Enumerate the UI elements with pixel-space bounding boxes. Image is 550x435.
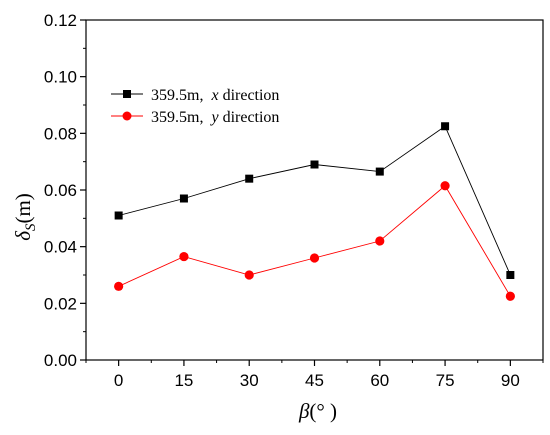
ticks-layer: 0.00 0.02 0.04 0.06 0.08 0.10 0.12 0 15 30 45 60 75 9… <box>44 11 544 390</box>
series-1-point <box>179 194 188 203</box>
x-axis-unit: (° ) <box>309 399 337 423</box>
series-layer <box>114 122 515 301</box>
x-tick-label: 60 <box>370 371 389 390</box>
legend-label-1: 359.5m, x direction <box>151 87 279 104</box>
x-axis-title: β(° ) <box>298 399 337 423</box>
y-tick-label: 0.10 <box>44 68 77 87</box>
legend-entry-1: 359.5m, x direction <box>111 87 279 104</box>
legend-label-2-italic: y <box>209 109 219 126</box>
y-tick-label: 0.12 <box>44 11 77 30</box>
series-1-point <box>375 167 384 176</box>
x-axis-symbol: β <box>298 399 310 423</box>
series-1-point <box>114 211 123 220</box>
series-2-point <box>244 270 254 280</box>
y-axis-subscript: S <box>23 223 39 231</box>
legend-label-1-suffix: direction <box>219 87 280 104</box>
y-tick-label: 0.06 <box>44 181 77 200</box>
series-1-line <box>118 125 511 276</box>
series-1-point <box>310 160 319 169</box>
y-axis-symbol: δ <box>11 230 35 241</box>
legend-entry-2: 359.5m, y direction <box>111 109 279 126</box>
x-tick-label: 0 <box>114 371 123 390</box>
legend-label-2: 359.5m, y direction <box>151 109 279 126</box>
y-tick-label: 0.04 <box>44 238 77 257</box>
legend-square-marker <box>123 90 131 98</box>
y-tick-label: 0.02 <box>44 294 77 313</box>
legend-label-2-suffix: direction <box>219 109 280 126</box>
legend-circle-marker <box>122 111 132 121</box>
series-2-point <box>179 251 189 262</box>
y-axis-title: δS(m) <box>11 193 39 241</box>
plot-frame <box>85 19 544 361</box>
series-1-point <box>441 122 450 131</box>
series-2-point <box>505 291 515 301</box>
legend-label-1-prefix: 359.5m, <box>151 87 203 104</box>
y-axis-unit: (m) <box>11 193 35 223</box>
series-2-point <box>440 181 450 191</box>
y-tick-label: 0.00 <box>44 351 77 370</box>
legend-label-1-italic: x <box>210 87 218 104</box>
x-tick-label: 90 <box>501 371 520 390</box>
series-2-point <box>114 281 124 291</box>
series-2-line <box>118 185 511 297</box>
series-1-point <box>506 271 515 279</box>
x-tick-label: 30 <box>240 371 259 390</box>
series-1-point <box>245 174 254 183</box>
x-tick-label: 75 <box>436 371 455 390</box>
legend: 359.5m, x direction 359.5m, y direction <box>111 87 279 126</box>
series-2-point <box>309 253 320 263</box>
legend-label-2-prefix: 359.5m, <box>151 109 203 126</box>
y-tick-label: 0.08 <box>44 124 77 143</box>
series-2-point <box>375 236 385 246</box>
x-tick-label: 15 <box>174 371 193 390</box>
x-tick-label: 45 <box>305 371 324 390</box>
